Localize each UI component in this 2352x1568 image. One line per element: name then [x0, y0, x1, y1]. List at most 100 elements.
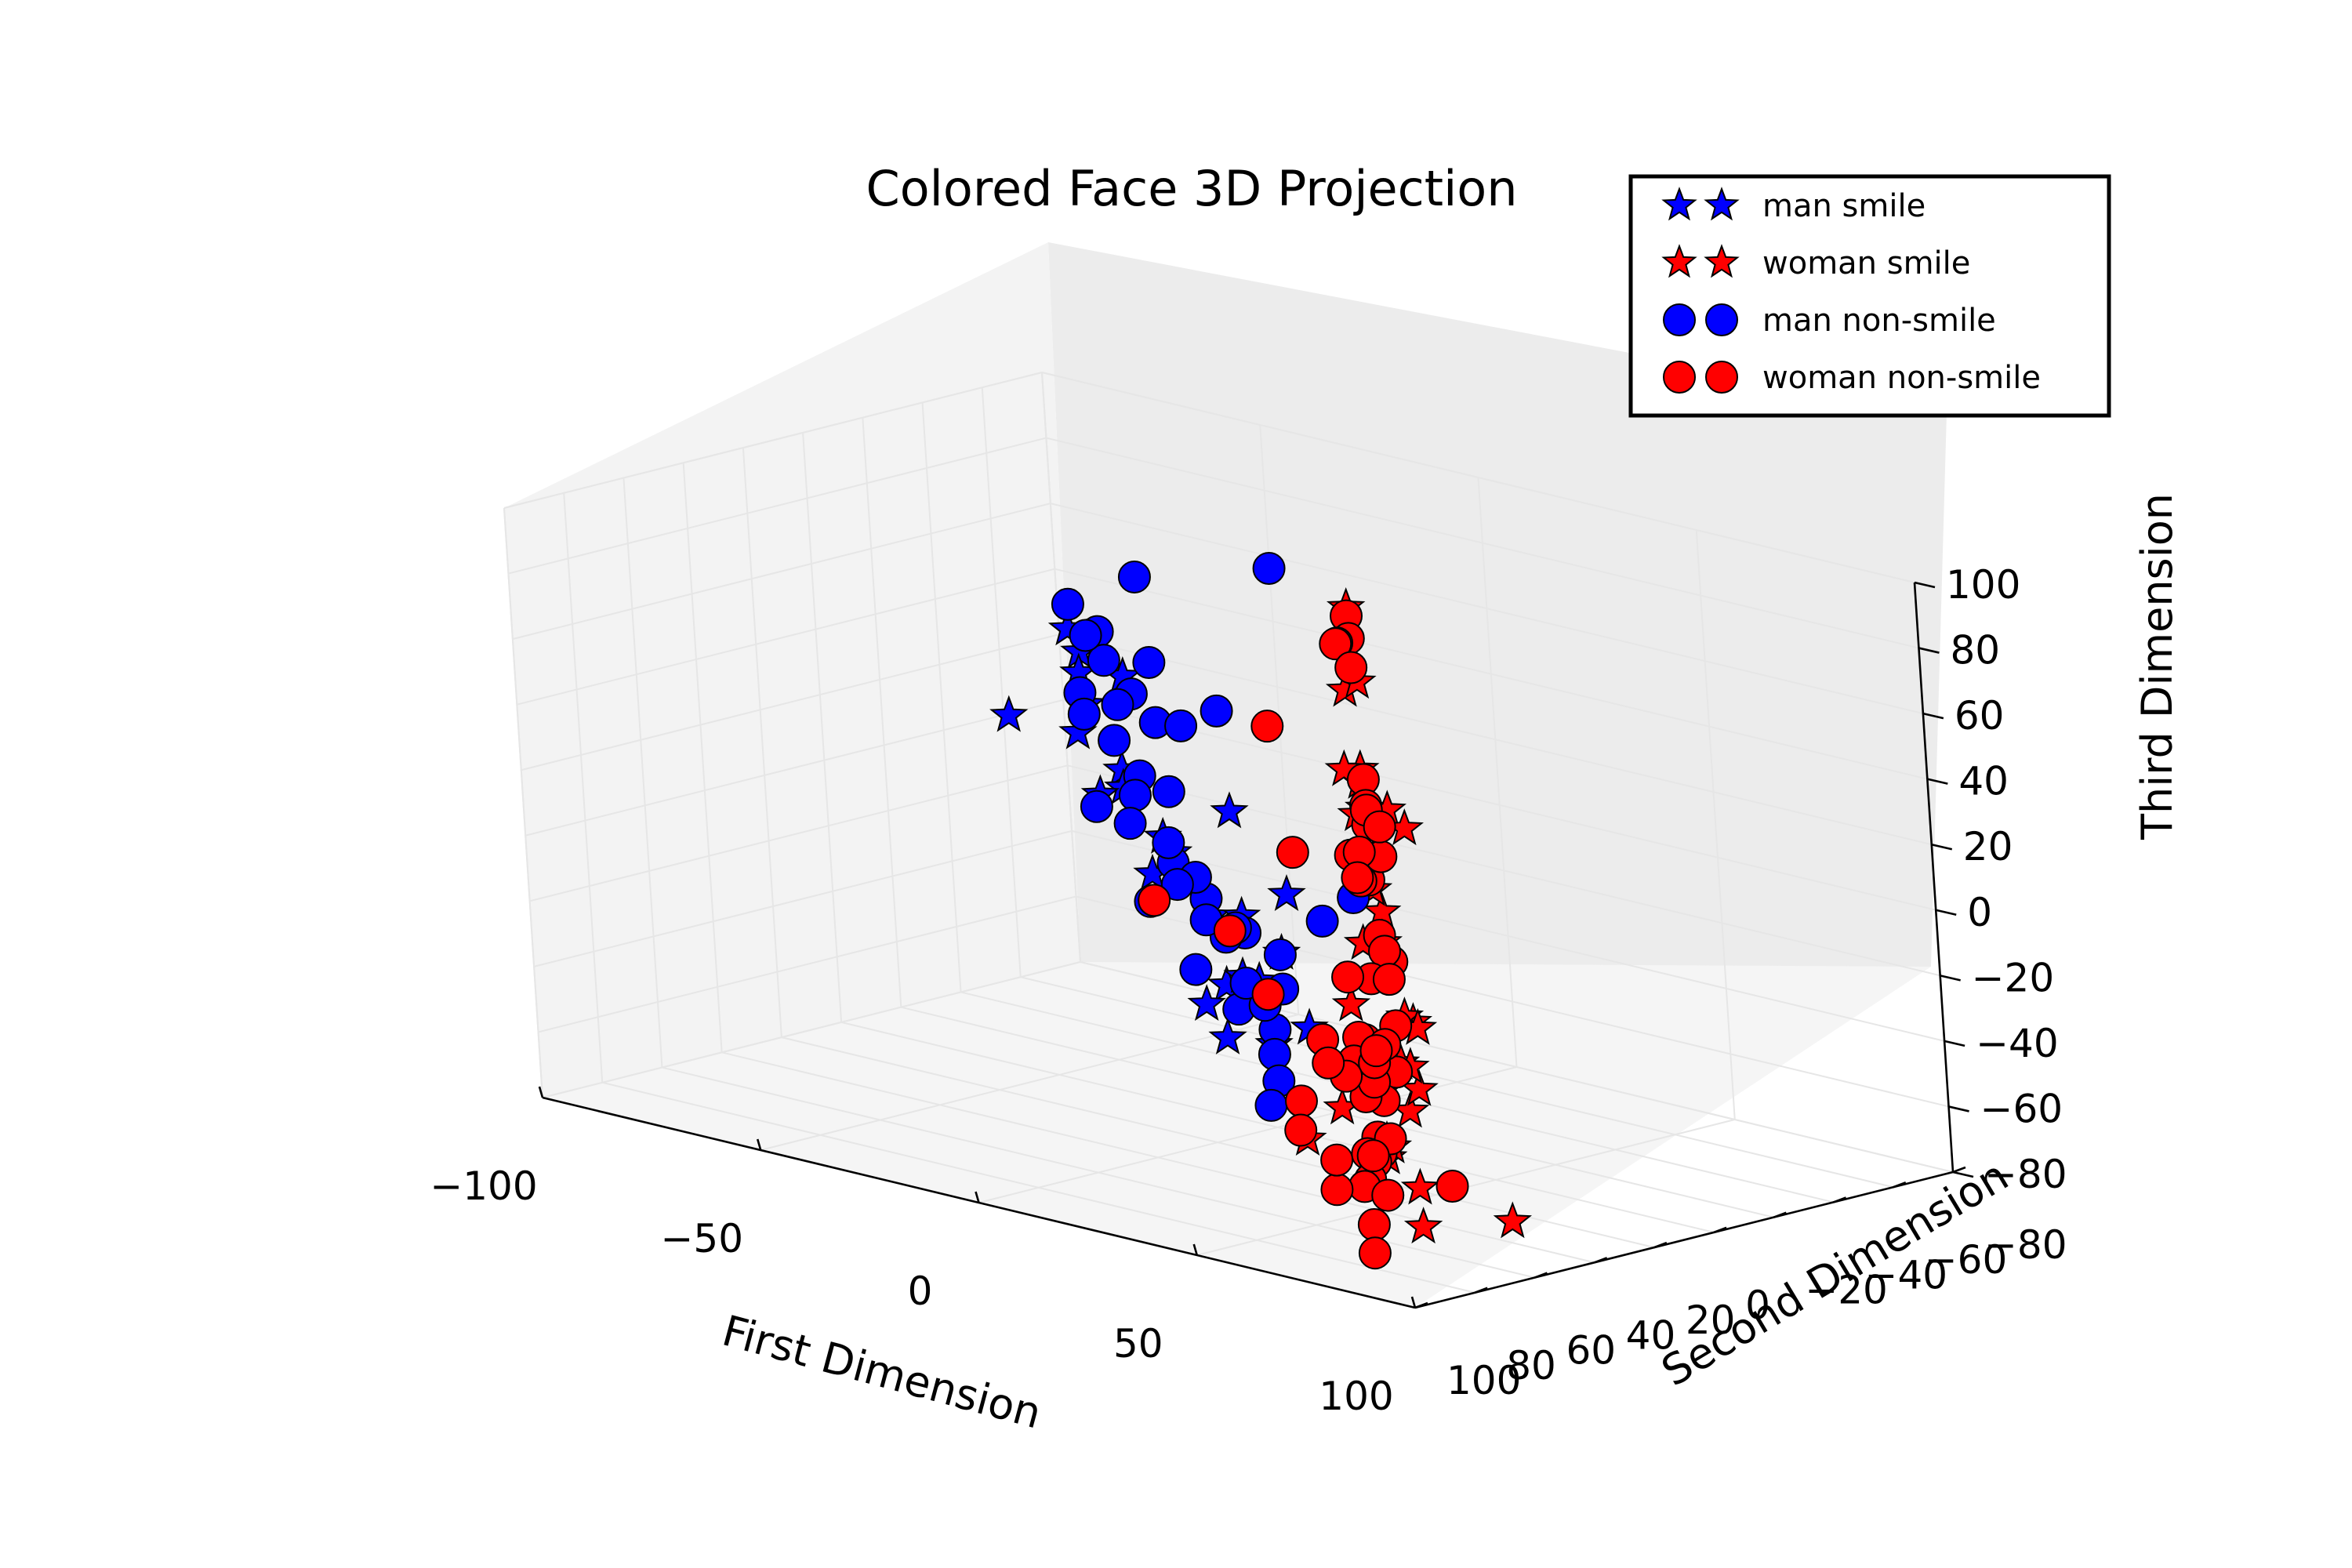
z-tick	[1935, 909, 1957, 916]
data-point	[1250, 710, 1284, 743]
data-point	[1210, 791, 1249, 829]
data-point	[1138, 884, 1171, 917]
data-point	[1493, 1201, 1532, 1239]
grid-line	[622, 477, 663, 1068]
z-tick	[1948, 1105, 1969, 1112]
grid-line	[1071, 829, 1945, 1042]
data-point	[1331, 984, 1371, 1022]
legend-entry-man-non-smile: man non-smile	[1663, 303, 1996, 339]
data-point	[1341, 861, 1374, 895]
y-tick	[1952, 1166, 1966, 1174]
grid-line	[840, 1021, 1715, 1233]
grid-line	[760, 1014, 1299, 1151]
y-tick	[1594, 1257, 1608, 1264]
data-point	[1080, 789, 1113, 823]
x-axis-label: First Dimension	[717, 1306, 1047, 1439]
y-tick-label: 100	[1446, 1358, 1521, 1403]
data-point	[1160, 868, 1194, 902]
z-tick	[1918, 647, 1940, 654]
data-point	[1200, 694, 1233, 728]
grid-line	[517, 568, 1055, 706]
grid-line	[742, 448, 782, 1038]
grid-line	[1054, 568, 1928, 780]
data-point	[1436, 1169, 1469, 1203]
data-point	[1087, 644, 1120, 677]
z-tick	[1944, 1040, 1965, 1047]
grid-line	[981, 387, 1022, 978]
x-tick	[1192, 1243, 1198, 1256]
y-tick	[1773, 1211, 1787, 1218]
z-tick	[1914, 581, 1936, 589]
grid-line	[524, 699, 1064, 837]
legend-frame	[1628, 174, 2111, 418]
grid-line	[542, 961, 1081, 1098]
series-woman-non-smile	[1138, 599, 1469, 1270]
grid-line	[521, 633, 1060, 771]
data-point	[1254, 1088, 1288, 1122]
data-point	[1132, 645, 1166, 679]
data-point	[1371, 1178, 1405, 1212]
data-point	[1284, 1084, 1318, 1118]
data-point	[1208, 1017, 1247, 1054]
left-pane	[504, 242, 1080, 1098]
y-tick	[1534, 1272, 1548, 1279]
data-point	[1358, 1236, 1392, 1270]
legend-marker	[1704, 187, 1740, 221]
data-point	[1118, 779, 1152, 812]
legend-marker	[1704, 244, 1740, 278]
legend-entry-woman-non-smile: woman non-smile	[1663, 360, 2041, 396]
grid-line	[508, 437, 1047, 575]
data-point	[1113, 807, 1147, 840]
legend-marker	[1705, 303, 1738, 336]
z-axis-label: Third Dimension	[2132, 493, 2182, 840]
grid-line	[538, 895, 1076, 1033]
data-point	[1356, 1139, 1390, 1173]
pane-edge	[1041, 372, 1915, 583]
grid-line	[1058, 633, 1933, 846]
data-point	[1320, 1143, 1354, 1177]
z-tick-label: 60	[1955, 693, 2005, 739]
data-point	[1334, 651, 1368, 684]
data-point	[1363, 810, 1396, 844]
tick-marks	[538, 581, 1974, 1309]
y-tick-label: 40	[1626, 1312, 1676, 1358]
grid-line	[1477, 477, 1518, 1068]
y-tick-label: −20	[1805, 1268, 1888, 1313]
grid-line	[1062, 699, 1936, 911]
grid-line	[662, 1066, 1535, 1279]
y-tick	[1893, 1181, 1907, 1189]
legend-label: man non-smile	[1762, 303, 1996, 339]
y-tick-label: −80	[1984, 1222, 2067, 1268]
x-tick-label: 50	[1113, 1321, 1163, 1367]
data-point	[1359, 1034, 1393, 1068]
legend-marker	[1705, 361, 1738, 394]
z-tick-label: 40	[1958, 759, 2009, 804]
data-point	[1117, 560, 1151, 593]
y-tick-label: −40	[1865, 1252, 1948, 1298]
data-point	[1067, 697, 1101, 731]
data-point	[1069, 619, 1102, 652]
data-point	[1305, 904, 1339, 938]
legend-label: woman smile	[1762, 245, 1970, 281]
legend-marker	[1661, 244, 1697, 278]
z-tick	[1952, 1171, 1974, 1178]
grid-line	[1067, 764, 1940, 977]
tick-labels: −100−50050100−80−60−40−20020406080100−80…	[430, 562, 2067, 1419]
data-point	[1357, 1208, 1391, 1242]
z-tick	[1931, 843, 1953, 851]
data-point	[1187, 984, 1226, 1021]
y-tick	[1414, 1301, 1428, 1309]
data-point	[1367, 935, 1401, 968]
data-point	[1319, 627, 1352, 661]
y-tick	[1653, 1241, 1668, 1249]
data-point	[1372, 963, 1406, 996]
data-point	[1400, 1167, 1440, 1205]
data-point	[1324, 749, 1363, 786]
x-tick	[538, 1086, 544, 1098]
z-tick	[1927, 778, 1948, 785]
z-tick-label: −40	[1976, 1021, 2059, 1066]
z-tick-label: −80	[1984, 1152, 2067, 1197]
y-tick-label: 0	[1745, 1283, 1770, 1328]
grid-line	[862, 417, 902, 1007]
